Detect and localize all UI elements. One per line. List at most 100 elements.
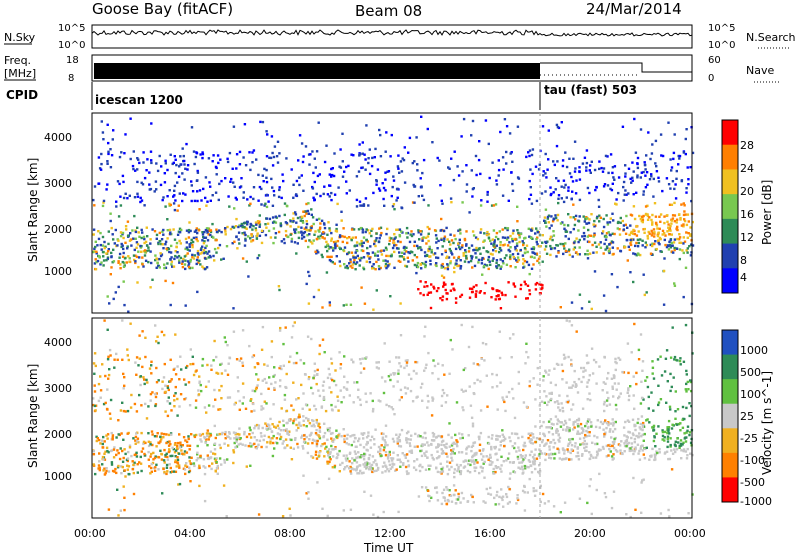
range-cell: [155, 162, 158, 165]
range-cell: [538, 163, 541, 166]
range-cell: [243, 244, 247, 247]
range-cell: [355, 241, 359, 244]
range-cell: [362, 256, 366, 259]
range-cell: [441, 491, 444, 495]
range-cell: [201, 432, 205, 436]
range-cell: [504, 409, 507, 413]
range-cell: [119, 267, 122, 270]
range-cell: [440, 404, 443, 407]
range-cell: [634, 508, 637, 511]
range-cell: [233, 207, 236, 210]
range-cell: [121, 174, 125, 178]
range-cell: [134, 260, 137, 263]
range-cell: [404, 465, 408, 469]
range-cell: [536, 243, 539, 246]
range-cell: [151, 228, 154, 231]
range-cell: [337, 186, 340, 189]
range-cell: [128, 194, 131, 197]
range-cell: [501, 260, 505, 263]
range-cell: [368, 257, 371, 260]
range-cell: [141, 365, 144, 369]
range-cell: [529, 236, 533, 240]
range-cell: [313, 439, 316, 442]
range-cell: [176, 209, 179, 212]
range-cell: [150, 452, 153, 456]
range-cell: [229, 180, 232, 183]
range-cell: [393, 241, 396, 244]
range-cell: [608, 443, 611, 447]
range-cell: [321, 255, 324, 259]
range-cell: [562, 423, 565, 426]
range-cell: [602, 294, 606, 297]
range-cell: [668, 240, 671, 243]
range-cell: [135, 255, 139, 259]
range-cell: [165, 452, 168, 455]
range-cell: [263, 400, 266, 403]
range-cell: [301, 220, 304, 223]
range-cell: [657, 231, 660, 234]
range-cell: [102, 264, 105, 267]
range-cell: [562, 252, 565, 256]
range-cell: [96, 259, 100, 263]
range-cell: [646, 213, 649, 216]
range-cell: [495, 265, 498, 268]
range-cell: [155, 445, 158, 448]
range-cell: [358, 264, 361, 267]
range-cell: [265, 176, 268, 179]
range-cell: [643, 227, 646, 231]
range-cell: [457, 174, 461, 177]
range-cell: [553, 247, 557, 250]
range-cell: [637, 241, 640, 245]
range-cell: [631, 179, 634, 182]
range-cell: [485, 374, 488, 377]
range-cell: [278, 366, 281, 370]
range-cell: [532, 487, 535, 490]
range-cell: [318, 227, 322, 231]
range-cell: [163, 266, 166, 270]
range-cell: [98, 460, 101, 463]
range-cell: [652, 429, 655, 432]
range-cell: [644, 205, 648, 208]
range-cell: [355, 205, 359, 208]
range-cell: [314, 432, 318, 435]
range-cell: [677, 441, 680, 444]
range-cell: [623, 450, 626, 453]
range-cell: [528, 292, 532, 296]
range-cell: [442, 451, 446, 455]
range-cell: [691, 244, 695, 247]
range-cell: [633, 424, 636, 428]
range-cell: [514, 266, 517, 269]
range-cell: [550, 215, 553, 218]
range-cell: [443, 444, 446, 447]
range-cell: [289, 220, 292, 223]
range-cell: [316, 174, 320, 178]
range-cell: [686, 454, 689, 457]
range-cell: [450, 251, 453, 254]
range-cell: [198, 208, 201, 211]
range-cell: [587, 425, 590, 429]
range-cell: [366, 462, 369, 465]
range-cell: [648, 232, 651, 235]
range-cell: [642, 214, 645, 218]
range-cell: [361, 455, 364, 458]
range-cell: [149, 472, 152, 475]
range-cell: [140, 250, 143, 253]
range-cell: [260, 348, 264, 351]
range-cell: [428, 248, 431, 251]
range-cell: [392, 203, 396, 206]
range-cell: [131, 164, 135, 168]
range-cell: [477, 258, 481, 262]
range-cell: [423, 452, 426, 455]
range-cell: [686, 236, 689, 239]
range-cell: [513, 257, 516, 260]
range-cell: [423, 262, 426, 266]
range-cell: [510, 432, 514, 435]
range-cell: [440, 264, 443, 267]
range-cell: [135, 455, 139, 458]
range-cell: [322, 231, 325, 234]
range-cell: [573, 246, 577, 249]
range-cell: [423, 335, 426, 338]
range-cell: [599, 246, 603, 249]
range-cell: [267, 427, 270, 430]
range-cell: [293, 241, 297, 244]
